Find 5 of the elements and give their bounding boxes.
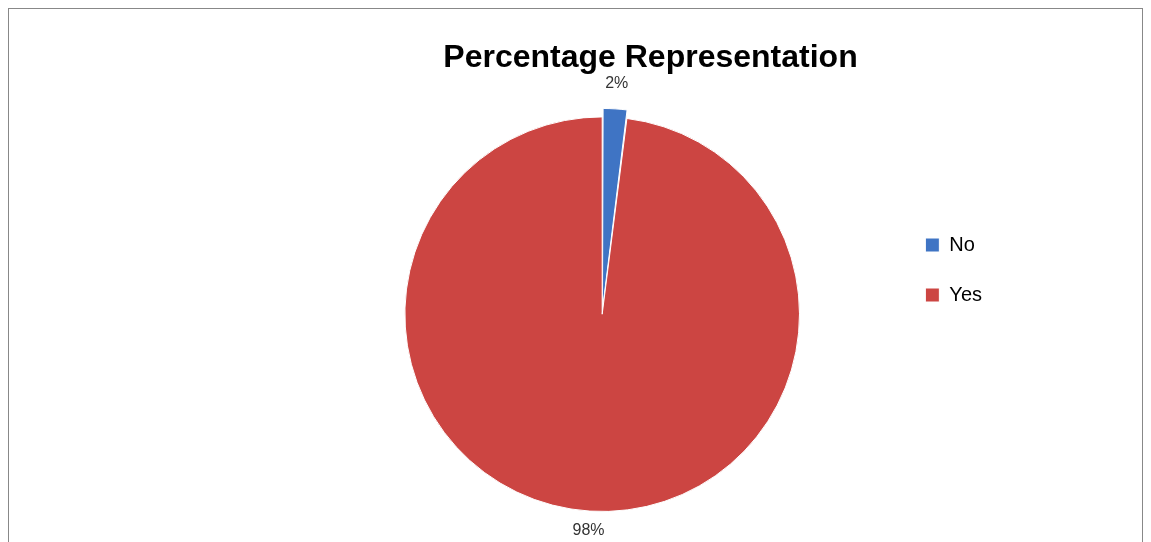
legend-label: No	[949, 232, 975, 255]
data-label: 98%	[572, 521, 605, 539]
legend-label: Yes	[949, 282, 983, 305]
chart-title: Percentage Representation	[443, 38, 858, 75]
data-label: 2%	[605, 73, 629, 91]
